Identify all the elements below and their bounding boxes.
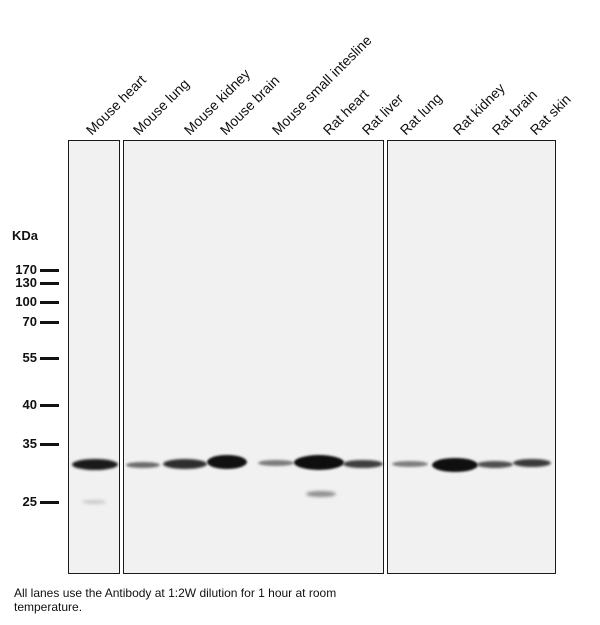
band-rat-skin [513,459,551,467]
band-rat-heart-faint [306,491,336,497]
figure-caption: All lanes use the Antibody at 1:2W dilut… [14,586,337,614]
marker-value: 70 [22,314,37,329]
lane-label-mouse-small-intestine: Mouse small intesline [268,32,375,139]
band-mouse-small-intestine [258,460,294,466]
marker-value: 100 [15,294,37,309]
marker-value: 55 [22,350,37,365]
kda-label: KDa [12,228,39,243]
marker-value: 40 [22,397,37,412]
band-rat-kidney [432,458,478,472]
blot-panel-3 [387,140,556,574]
band-rat-lung [392,461,428,467]
band-mouse-heart-faint [82,500,106,504]
band-mouse-kidney [163,459,207,469]
marker-tick [40,501,59,504]
band-mouse-lung [126,462,160,468]
band-mouse-heart [72,459,118,470]
marker-value: 25 [22,494,37,509]
marker-tick [40,282,59,285]
blot-panel-2 [123,140,384,574]
band-rat-brain [477,461,513,468]
marker-tick [40,321,59,324]
marker-tick [40,269,59,272]
lane-label-rat-lung: Rat lung [396,89,445,138]
band-mouse-brain [207,455,247,469]
band-rat-heart [294,455,344,470]
marker-tick [40,357,59,360]
blot-panel-1 [68,140,120,574]
marker-tick [40,404,59,407]
marker-value: 35 [22,436,37,451]
marker-tick [40,301,59,304]
marker-value: 130 [15,275,37,290]
marker-tick [40,443,59,446]
marker-value: 170 [15,262,37,277]
band-rat-liver [343,460,383,468]
